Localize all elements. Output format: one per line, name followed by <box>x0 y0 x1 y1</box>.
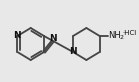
Text: 2: 2 <box>119 35 123 40</box>
Text: N: N <box>49 34 56 43</box>
Text: N: N <box>69 47 77 56</box>
Text: ·HCl: ·HCl <box>123 30 137 36</box>
Text: N: N <box>14 31 21 41</box>
Text: NH: NH <box>108 31 120 40</box>
